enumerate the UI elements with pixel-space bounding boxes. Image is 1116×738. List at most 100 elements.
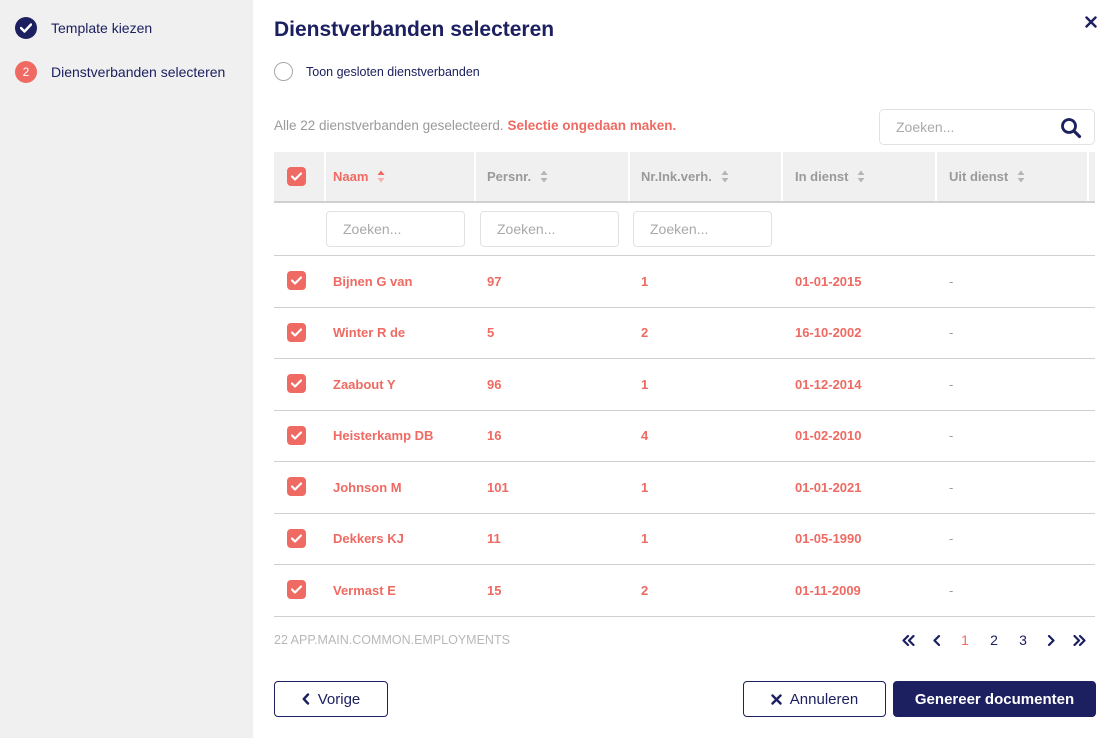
column-header-in-dienst[interactable]: In dienst [795,152,865,201]
cancel-button[interactable]: Annuleren [743,681,886,717]
cell-persnr: 96 [487,376,502,392]
page-title: Dienstverbanden selecteren [274,18,555,41]
page-1-button[interactable]: 1 [961,632,969,648]
column-divider [324,152,326,201]
double-chevron-right-icon [1072,634,1086,646]
row-checkbox[interactable] [287,528,306,548]
previous-button[interactable]: Vorige [274,681,388,717]
cell-in-dienst: 01-01-2021 [795,479,862,495]
cell-naam: Zaabout Y [333,376,396,392]
row-checkbox[interactable] [287,477,306,497]
table-row[interactable]: Dekkers KJ 11 1 01-05-1990- [274,514,1095,565]
cell-uit-dienst: - [949,428,954,444]
table-row[interactable]: Winter R de 5 2 16-10-2002 - [274,308,1095,359]
cell-nr-ink-verh: 4 [641,428,649,444]
check-icon [291,379,302,388]
wizard-step-label: Template kiezen [51,20,153,36]
cell-in-dienst: 01-01-2015 [795,273,862,289]
show-closed-radio[interactable] [274,62,293,81]
row-checkbox[interactable] [287,425,306,445]
table-body: Bijnen G van 97 1 01-01-2015 - Winter R de 5 2 1… [274,256,1095,617]
page-2-button[interactable]: 2 [990,632,998,648]
filter-naam-input[interactable] [326,211,465,247]
column-header-label: Persnr. [487,169,532,184]
check-icon [20,23,32,33]
cancel-button-label: Annuleren [789,690,859,708]
column-header-label: In dienst [795,169,849,184]
cell-nr-ink-verh: 1 [641,531,649,547]
employments-table: Naam Persnr. Nr.Ink.verh. In dienst [274,152,1095,617]
wizard-step-template[interactable]: Template kiezen [15,17,152,39]
column-header-persnr[interactable]: Persnr. [487,152,548,201]
row-checkbox[interactable] [287,271,306,291]
column-header-naam[interactable]: Naam [333,152,385,201]
last-page-button[interactable] [1071,630,1087,650]
show-closed-label: Toon gesloten dienstverbanden [306,64,480,79]
cell-naam: Winter R de [333,325,406,341]
page-3-button[interactable]: 3 [1019,632,1027,648]
sort-icon [857,170,865,183]
column-header-label: Nr.Ink.verh. [641,169,712,184]
cell-uit-dienst: - [949,582,954,598]
row-checkbox[interactable] [287,322,306,342]
previous-page-button[interactable] [930,630,944,650]
column-header-label: Naam [333,169,369,184]
close-icon [1085,16,1097,28]
table-row[interactable]: Bijnen G van 97 1 01-01-2015 - [274,256,1095,308]
selection-text: Alle 22 dienstverbanden geselecteerd. [274,118,504,133]
close-button[interactable] [1082,12,1100,32]
cell-nr-ink-verh: 2 [641,325,649,341]
cell-persnr: 16 [487,428,502,444]
row-checkbox[interactable] [287,580,306,600]
wizard-step-employments[interactable]: 2 Dienstverbanden selecteren [15,61,225,83]
select-all-checkbox[interactable] [287,166,306,186]
filter-nr-ink-verh-input[interactable] [633,211,772,247]
table-row[interactable]: Johnson M 101 1 01-01-2021 - [274,462,1095,514]
row-checkbox[interactable] [287,374,306,394]
table-row[interactable]: Vermast E 15 2 01-11-2009 - [274,565,1095,617]
previous-button-label: Vorige [317,690,361,708]
search-icon[interactable] [1060,117,1082,139]
column-header-nr-ink-verh[interactable]: Nr.Ink.verh. [641,152,729,201]
cell-nr-ink-verh: 1 [641,273,649,289]
check-icon [291,276,302,285]
table-row[interactable]: Zaabout Y 96 1 01-12-2014 - [274,359,1095,411]
cell-uit-dienst: - [949,376,954,392]
check-icon [291,585,302,594]
generate-documents-button[interactable]: Genereer documenten [893,681,1096,717]
cell-uit-dienst: - [949,273,954,289]
selection-info: Alle 22 dienstverbanden geselecteerd. Se… [274,118,676,133]
table-header: Naam Persnr. Nr.Ink.verh. In dienst [274,152,1095,203]
sort-icon [1017,170,1025,183]
cell-persnr: 15 [487,582,502,598]
cell-persnr: 101 [487,479,509,495]
column-header-label: Uit dienst [949,169,1009,184]
cell-uit-dienst: - [949,479,954,495]
table-row[interactable]: Heisterkamp DB 16 4 01-02-2010 - [274,411,1095,462]
step-number-badge: 2 [15,61,37,83]
filter-persnr-input[interactable] [480,211,619,247]
show-closed-toggle[interactable]: Toon gesloten dienstverbanden [274,62,480,81]
check-icon [291,171,302,181]
first-page-button[interactable] [900,630,916,650]
column-divider [935,152,937,201]
column-divider [628,152,630,201]
check-icon [291,328,302,337]
main-panel: Dienstverbanden selecteren Toon gesloten… [253,0,1116,738]
generate-button-label: Genereer documenten [914,690,1075,708]
undo-selection-link[interactable]: Selectie ongedaan maken. [507,118,677,133]
column-divider [781,152,783,201]
search-box [879,109,1095,145]
search-input[interactable] [896,119,1046,135]
check-icon [291,534,302,543]
cell-in-dienst: 01-02-2010 [795,428,862,444]
cell-nr-ink-verh: 2 [641,582,649,598]
next-page-button[interactable] [1044,630,1058,650]
cell-nr-ink-verh: 1 [641,376,649,392]
cell-persnr: 11 [487,531,501,547]
column-header-uit-dienst[interactable]: Uit dienst [949,152,1025,201]
step-done-badge [15,17,37,39]
column-divider [1087,152,1089,201]
check-icon [291,482,302,491]
